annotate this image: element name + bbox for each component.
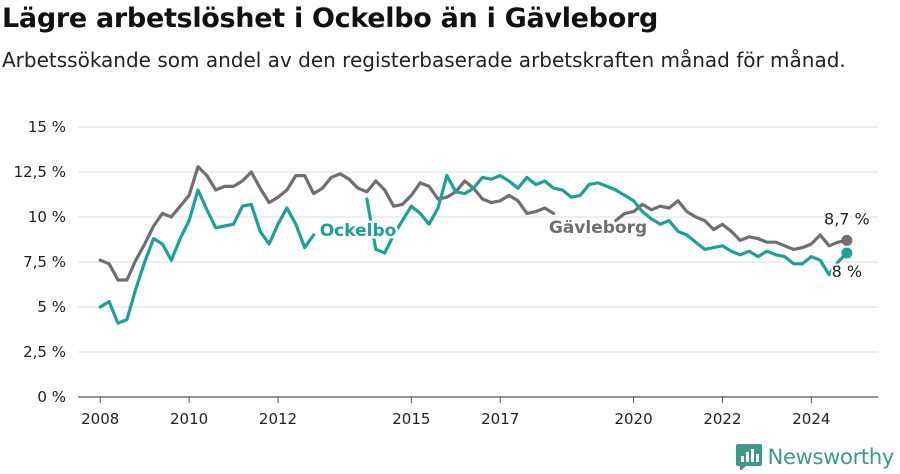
- end-label-gavleborg: 8,7 %: [824, 209, 870, 228]
- x-tick-label: 2017: [481, 410, 519, 428]
- x-tick-label: 2024: [792, 410, 830, 428]
- series-line-gavleborg: [98, 165, 849, 282]
- y-tick-label: 0 %: [37, 388, 66, 406]
- chart-subtitle: Arbetssökande som andel av den registerb…: [2, 48, 846, 72]
- y-tick-label: 10 %: [28, 208, 66, 226]
- y-axis-tick-labels: 0 % 2,5 % 5 % 7,5 % 10 % 12,5 % 15 %: [14, 118, 66, 406]
- y-tick-label: 5 %: [37, 298, 66, 316]
- y-tick-label: 12,5 %: [14, 163, 66, 181]
- x-tick-label: 2012: [259, 410, 297, 428]
- y-tick-label: 2,5 %: [23, 343, 66, 361]
- end-point-gavleborg: [841, 234, 853, 246]
- newsworthy-logo-icon: [735, 444, 762, 470]
- end-label-ockelbo: 8 %: [832, 262, 862, 281]
- series-label-ockelbo: Ockelbo: [320, 221, 397, 241]
- y-tick-label: 15 %: [28, 118, 66, 136]
- x-tick-label: 2008: [81, 410, 119, 428]
- series-label-gavleborg: Gävleborg: [549, 218, 647, 238]
- end-point-ockelbo: [841, 247, 853, 259]
- series-labels: Gävleborg Ockelbo 8,7 % 8 %: [317, 207, 872, 283]
- chart-title: Lägre arbetslöshet i Ockelbo än i Gävleb…: [2, 3, 658, 34]
- series-lines: [98, 165, 853, 325]
- x-tick-label: 2022: [703, 410, 741, 428]
- x-tick-label: 2010: [170, 410, 208, 428]
- y-tick-label: 7,5 %: [23, 253, 66, 271]
- x-tick-label: 2015: [392, 410, 430, 428]
- newsworthy-brand: Newsworthy: [735, 444, 895, 470]
- x-tick-label: 2020: [614, 410, 652, 428]
- brand-name: Newsworthy: [767, 445, 895, 469]
- x-axis: 2008 2010 2012 2015 2017 2020 2022 2024: [81, 397, 830, 428]
- series-line-ockelbo: [98, 174, 849, 325]
